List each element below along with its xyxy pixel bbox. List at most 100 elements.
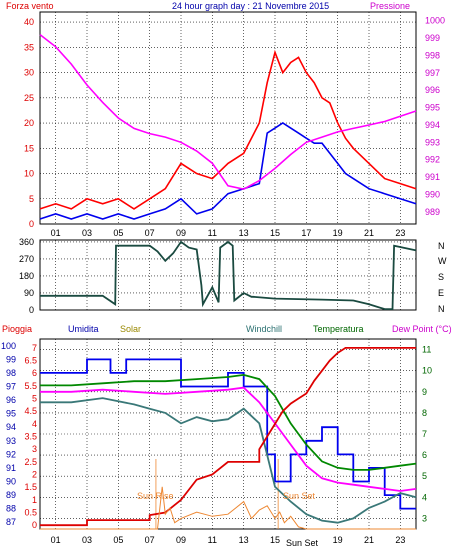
rain-y-tick: 0.5 [24,508,37,518]
temp-y-tick: 4 [422,492,427,502]
tick-labels: 0510152025303540989990991992993994995996… [1,16,445,545]
panel1-x-tick: 15 [270,228,280,238]
humidity-y-tick: 94 [6,422,16,432]
wind-y-tick: 20 [24,118,34,128]
panel1-x-tick: 11 [208,228,217,238]
panel3-series [40,346,417,530]
panel3-x-tick: 09 [176,535,186,545]
rain-y-tick: 4 [32,419,37,429]
temp-y-tick: 7 [422,429,427,439]
panel1-x-tick: 07 [145,228,155,238]
rain-y-tick: 7 [32,343,37,353]
panel3-x-tick: 15 [270,535,280,545]
pressure-y-tick: 996 [425,85,440,95]
legend-humidity: Umidita [68,324,99,334]
rain-y-tick: 4.5 [24,406,37,416]
series-rain [40,346,416,527]
rain-y-tick: 1 [32,495,37,505]
pressure-y-tick: 995 [425,103,440,113]
panel1-x-tick: 01 [51,228,61,238]
rain-y-tick: 1.5 [24,482,37,492]
temp-y-tick: 9 [422,387,427,397]
panel3-x-tick: 01 [51,535,61,545]
panel3-x-tick: 19 [333,535,343,545]
rain-y-tick: 2.5 [24,457,37,467]
panel1-frame [39,11,417,225]
pressure-y-tick: 989 [425,207,440,217]
sunset-label: Sun Set [283,491,316,501]
pressure-y-tick: 990 [425,189,440,199]
direction-y-tick: 0 [29,305,34,315]
compass-e: E [438,288,444,298]
temp-y-tick: 3 [422,513,427,523]
series-dew_point [40,386,417,492]
panel1-series [39,33,417,220]
panel1-x-tick: 21 [364,228,374,238]
panel1-x-tick: 13 [239,228,249,238]
sunset-axis-label: Sun Set [286,538,319,548]
panel1-x-tick: 05 [113,228,123,238]
rain-y-tick: 6.5 [24,356,37,366]
panel3-frame [39,338,417,530]
panel3-x-tick: 13 [239,535,249,545]
direction-y-tick: 270 [19,254,34,264]
rain-y-tick: 0 [32,520,37,530]
compass-n-bottom: N [438,304,445,314]
rain-y-tick: 3 [32,444,37,454]
series-pressure [39,33,417,191]
wind-y-tick: 40 [24,17,34,27]
wind-y-tick: 5 [29,194,34,204]
sunrise-label: Sun Rise [137,491,174,501]
series-windchill [40,397,417,524]
series-solar [40,486,416,530]
panel3-x-tick: 23 [395,535,405,545]
direction-y-tick: 360 [19,237,34,247]
direction-y-tick: 180 [19,271,34,281]
compass-w: W [438,256,447,266]
panel1-x-tick: 09 [176,228,186,238]
panel2-series [40,240,417,311]
panel2-grid [40,240,416,311]
humidity-y-tick: 100 [1,341,16,351]
legend-rain: Pioggia [2,324,32,334]
pressure-y-tick: 993 [425,137,440,147]
pressure-y-tick: 1000 [425,16,445,26]
humidity-y-tick: 90 [6,477,16,487]
wind-speed-axis-label: Forza vento [6,1,54,11]
series-wind_avg [39,122,417,220]
humidity-y-tick: 97 [6,382,16,392]
legend-windchill: Windchill [246,324,282,334]
series-temperature [40,373,417,471]
series-wind_direction [40,240,417,311]
humidity-y-tick: 88 [6,504,16,514]
humidity-y-tick: 99 [6,354,16,364]
humidity-y-tick: 91 [6,463,16,473]
temp-y-tick: 10 [422,366,432,376]
rain-y-tick: 5.5 [24,381,37,391]
humidity-y-tick: 96 [6,395,16,405]
legend-solar: Solar [120,324,141,334]
series-wind_speed [39,49,417,210]
direction-y-tick: 90 [24,288,34,298]
rain-y-tick: 3.5 [24,432,37,442]
wind-y-tick: 25 [24,93,34,103]
panel1-x-tick: 03 [82,228,92,238]
pressure-y-tick: 998 [425,50,440,60]
pressure-y-tick: 997 [425,68,440,78]
wind-y-tick: 35 [24,42,34,52]
humidity-y-tick: 87 [6,517,16,527]
rain-y-tick: 5 [32,394,37,404]
pressure-y-tick: 991 [425,172,440,182]
panel1-x-tick: 23 [395,228,405,238]
humidity-y-tick: 93 [6,436,16,446]
panel1-x-tick: 17 [301,228,311,238]
temp-y-tick: 5 [422,471,427,481]
panel2-frame [39,239,417,311]
compass-n-top: N [438,241,445,251]
pressure-y-tick: 994 [425,120,440,130]
wind-y-tick: 15 [24,143,34,153]
series-humidity [40,358,416,510]
panel3-x-tick: 03 [82,535,92,545]
pressure-y-tick: 992 [425,155,440,165]
